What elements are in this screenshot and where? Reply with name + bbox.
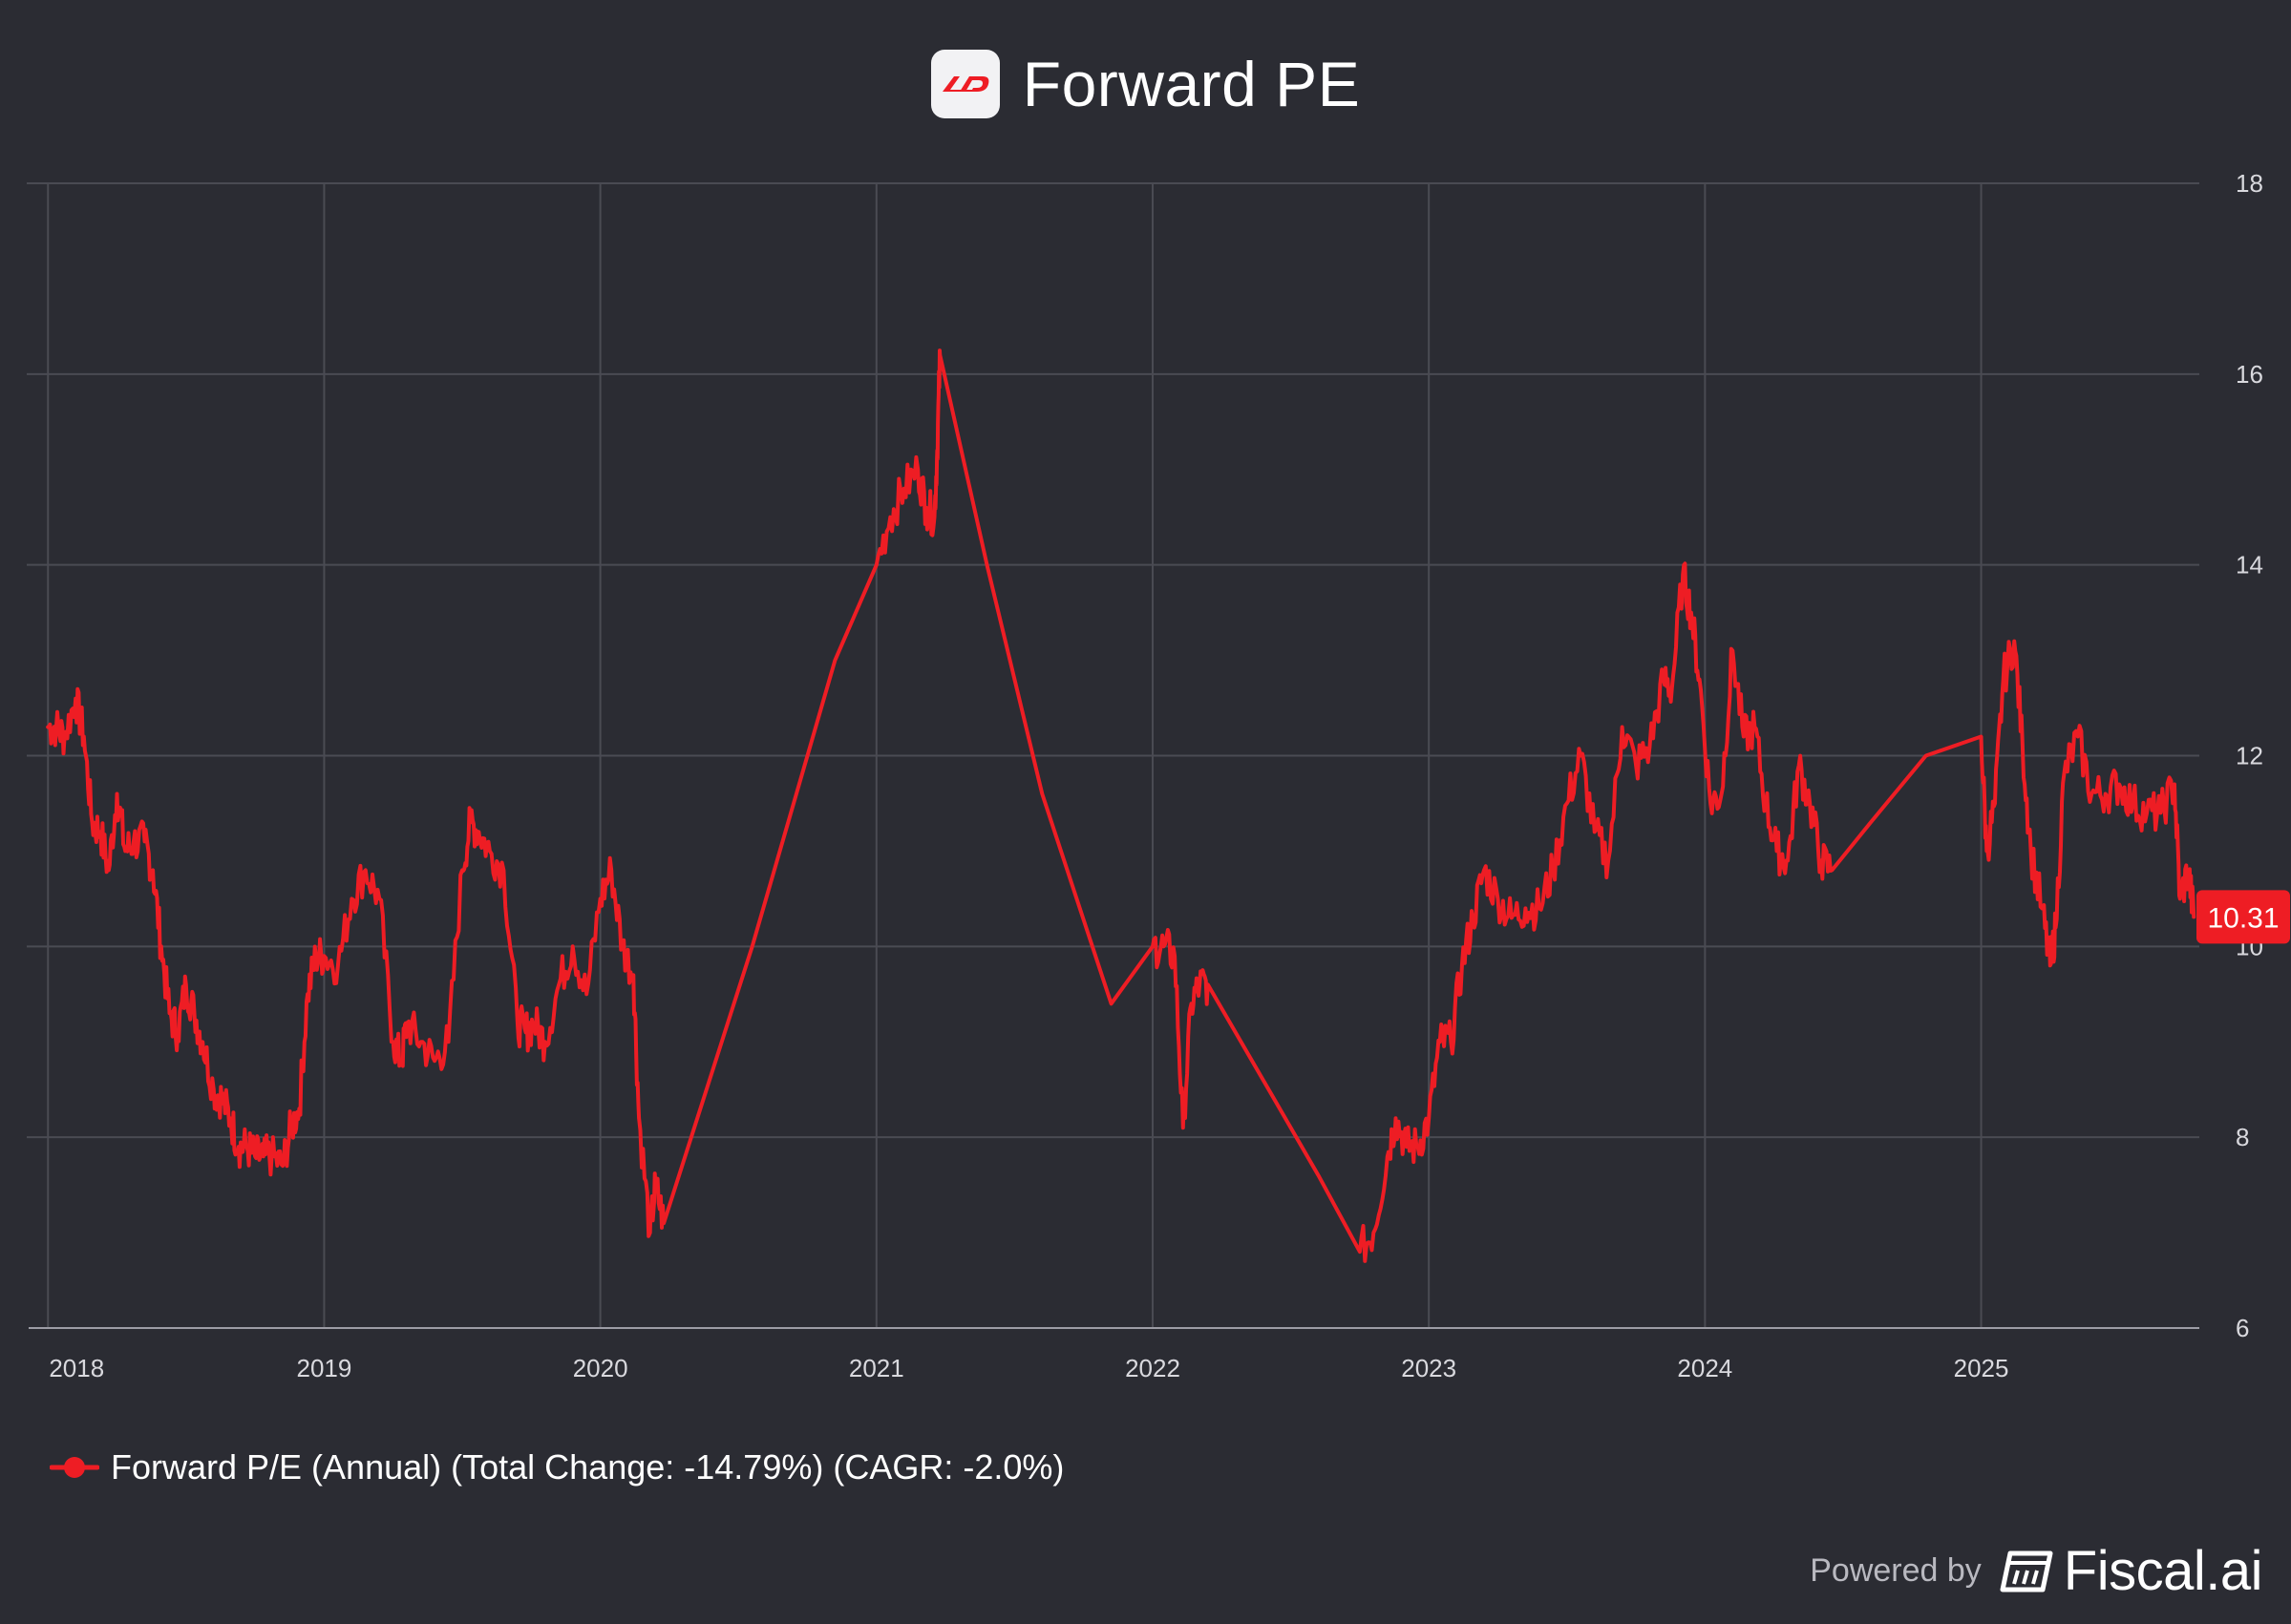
company-logo-icon — [930, 50, 1000, 118]
y-tick-label: 12 — [2236, 742, 2263, 770]
grid-lines — [27, 182, 2199, 1328]
y-tick-label: 8 — [2236, 1123, 2249, 1151]
x-tick-label: 2020 — [573, 1354, 628, 1382]
x-tick-label: 2019 — [297, 1354, 352, 1382]
y-tick-label: 14 — [2236, 551, 2263, 580]
last-value-label: 10.31 — [2207, 902, 2279, 934]
legend-marker-icon — [50, 1457, 99, 1478]
y-tick-label: 16 — [2236, 360, 2263, 389]
y-tick-label: 18 — [2236, 169, 2263, 198]
chart-title: Forward PE — [1022, 49, 1361, 119]
x-tick-label: 2022 — [1125, 1354, 1180, 1382]
last-value-badge: 10.31 — [2196, 890, 2290, 944]
fiscal-ai-logo-icon — [2000, 1550, 2053, 1592]
x-tick-label: 2024 — [1677, 1354, 1732, 1382]
legend[interactable]: Forward P/E (Annual) (Total Change: -14.… — [50, 1447, 1064, 1487]
chart-header: Forward PE — [0, 48, 2291, 120]
fiscal-ai-brand: Fiscal.ai — [2063, 1540, 2263, 1602]
x-axis: 2018 2019 2020 2021 2022 2023 2024 2025 — [49, 1354, 2008, 1382]
x-tick-label: 2023 — [1401, 1354, 1456, 1382]
powered-by-label: Powered by — [1810, 1552, 1982, 1589]
x-tick-label: 2018 — [49, 1354, 104, 1382]
x-tick-label: 2025 — [1954, 1354, 2009, 1382]
y-tick-label: 6 — [2236, 1314, 2249, 1342]
series-line-forward-pe — [46, 348, 2196, 1263]
powered-by-footer: Powered by Fiscal.ai — [1810, 1539, 2262, 1603]
legend-label: Forward P/E (Annual) (Total Change: -14.… — [111, 1447, 1065, 1487]
x-tick-label: 2021 — [849, 1354, 904, 1382]
